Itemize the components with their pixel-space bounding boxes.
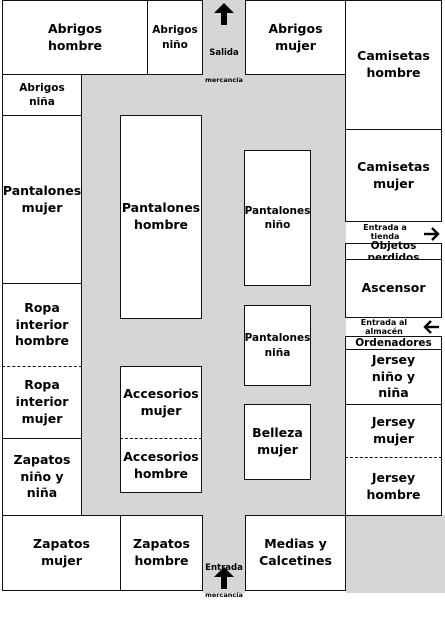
section-abrigos-mujer: Abrigos mujer (245, 0, 346, 75)
section-jersey-hombre: Jersey hombre (345, 457, 442, 516)
section-pantalones-mujer: Pantalones mujer (2, 115, 82, 284)
section-pantalones-hombre: Pantalones hombre (120, 115, 202, 319)
section-camisetas-mujer: Camisetas mujer (345, 129, 442, 222)
arrow-left-icon (423, 320, 439, 334)
section-jersey-nino-nina: Jersey niño y niña (345, 349, 442, 405)
section-medias-calcetines: Medias y Calcetines (245, 515, 346, 591)
section-abrigos-nino: Abrigos niño (147, 0, 203, 75)
warehouse-entrance-label: Entrada al almacén (360, 317, 408, 336)
store-floor-plan: Abrigos hombre Abrigos niño Abrigos muje… (0, 0, 445, 599)
section-zapatos-mujer: Zapatos mujer (2, 515, 121, 591)
section-zapatos-nino-nina: Zapatos niño y niña (2, 438, 82, 516)
floor-bottom-right (346, 515, 445, 593)
store-entrance-label: Entrada a tienda (363, 222, 407, 241)
exit-label: Salida mercancía (203, 29, 245, 103)
section-abrigos-hombre: Abrigos hombre (2, 0, 148, 75)
section-accesorios-hombre: Accesorios hombre (120, 438, 202, 493)
section-jersey-mujer: Jersey mujer (345, 404, 442, 458)
section-ordenadores: Ordenadores (345, 336, 442, 350)
entry-subtitle: mercancía (205, 591, 243, 599)
arrow-up-icon (214, 3, 234, 25)
section-objetos-perdidos: Objetos perdidos (345, 240, 442, 264)
section-pantalones-nino: Pantalones niño (244, 150, 311, 286)
section-ascensor: Ascensor (345, 259, 442, 318)
arrow-right-icon (424, 227, 440, 241)
exit-title: Salida (209, 48, 239, 58)
section-belleza-mujer: Belleza mujer (244, 404, 311, 480)
exit-subtitle: mercancía (205, 76, 243, 84)
section-ropa-interior-mujer: Ropa interior mujer (2, 366, 82, 439)
section-ropa-interior-hombre: Ropa interior hombre (2, 283, 82, 367)
section-accesorios-mujer: Accesorios mujer (120, 366, 202, 439)
section-zapatos-hombre: Zapatos hombre (120, 515, 203, 591)
arrow-up-icon (214, 567, 234, 589)
section-abrigos-nina: Abrigos niña (2, 74, 82, 116)
section-pantalones-nina: Pantalones niña (244, 305, 311, 386)
section-camisetas-hombre: Camisetas hombre (345, 0, 442, 130)
